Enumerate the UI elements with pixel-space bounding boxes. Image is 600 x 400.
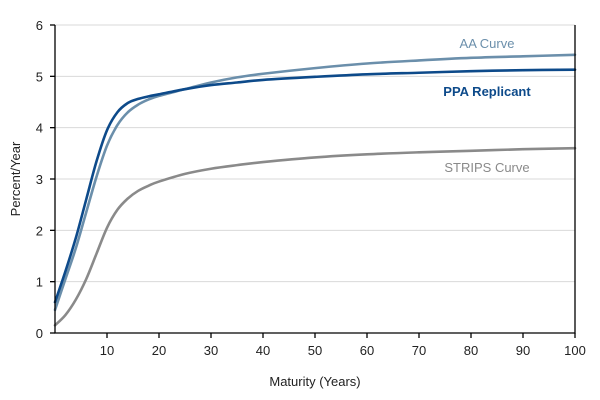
series-line-strips-curve bbox=[53, 146, 577, 327]
series-label-ppa-replicant: PPA Replicant bbox=[443, 84, 531, 99]
series-line-ppa-replicant bbox=[53, 68, 577, 304]
series-label-strips-curve: STRIPS Curve bbox=[444, 160, 529, 175]
x-tick-label-50: 50 bbox=[308, 343, 322, 358]
y-tick-label-3: 3 bbox=[36, 172, 43, 187]
y-tick-label-4: 4 bbox=[36, 121, 43, 136]
series-line-aa-curve bbox=[53, 53, 577, 312]
grid-lines bbox=[55, 24, 575, 283]
y-tick-label-5: 5 bbox=[36, 69, 43, 84]
series-label-aa-curve: AA Curve bbox=[460, 36, 515, 51]
x-tick-label-100: 100 bbox=[564, 343, 586, 358]
x-tick-label-40: 40 bbox=[256, 343, 270, 358]
x-tick-label-90: 90 bbox=[516, 343, 530, 358]
tick-labels: 10 20 30 40 50 60 70 80 90 100 0 1 2 3 4 5 6 bbox=[36, 18, 586, 358]
tick-marks bbox=[50, 24, 576, 338]
y-tick-label-2: 2 bbox=[36, 223, 43, 238]
series-labels: AA Curve PPA Replicant STRIPS Curve bbox=[443, 36, 531, 175]
x-tick-label-70: 70 bbox=[412, 343, 426, 358]
y-axis-title: Percent/Year bbox=[8, 141, 23, 216]
x-tick-label-10: 10 bbox=[100, 343, 114, 358]
x-tick-label-30: 30 bbox=[204, 343, 218, 358]
y-tick-label-1: 1 bbox=[36, 275, 43, 290]
x-tick-label-80: 80 bbox=[464, 343, 478, 358]
series-lines bbox=[53, 53, 577, 327]
x-axis-title: Maturity (Years) bbox=[269, 374, 360, 389]
x-tick-label-20: 20 bbox=[152, 343, 166, 358]
y-tick-label-0: 0 bbox=[36, 326, 43, 341]
x-tick-label-60: 60 bbox=[360, 343, 374, 358]
y-tick-label-6: 6 bbox=[36, 18, 43, 33]
